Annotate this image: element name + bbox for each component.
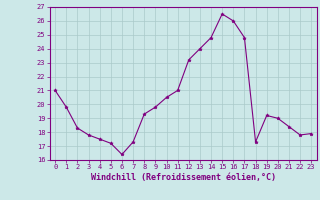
X-axis label: Windchill (Refroidissement éolien,°C): Windchill (Refroidissement éolien,°C)	[91, 173, 276, 182]
